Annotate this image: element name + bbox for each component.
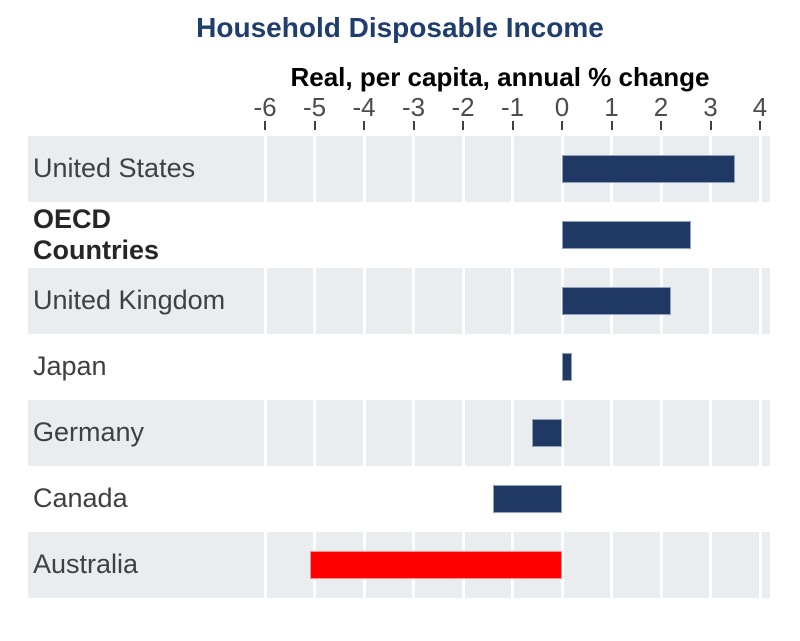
gridline (758, 400, 762, 466)
chart-row: United States (0, 136, 800, 202)
gridline (362, 400, 366, 466)
chart-subtitle: Real, per capita, annual % change (290, 62, 710, 92)
row-band (28, 400, 770, 466)
x-tick-mark (412, 121, 415, 130)
x-tick-mark (363, 121, 365, 130)
gridline (659, 400, 663, 466)
x-tick-mark (610, 121, 613, 130)
gridline (461, 400, 465, 466)
category-label: United States (33, 153, 196, 184)
gridline (709, 268, 712, 334)
x-tick-label: 4 (752, 92, 768, 122)
gridline (511, 136, 514, 202)
x-tick-mark (561, 121, 563, 130)
gridline (412, 400, 415, 466)
x-tick-label: -6 (253, 92, 277, 122)
x-tick-mark (264, 121, 266, 130)
gridline (511, 400, 514, 466)
x-tick-label: -1 (500, 92, 525, 122)
gridline (412, 136, 415, 202)
gridline (758, 532, 762, 598)
chart-row: Japan (0, 334, 800, 400)
gridline (659, 532, 663, 598)
gridline (560, 532, 564, 598)
gridline (709, 532, 712, 598)
bar (532, 419, 562, 447)
gridline (461, 268, 465, 334)
gridline (610, 400, 613, 466)
gridline (709, 400, 712, 466)
x-tick-label: -2 (451, 92, 475, 122)
category-label: OECD Countries (33, 203, 160, 265)
gridline (313, 400, 316, 466)
category-label: Canada (33, 483, 128, 514)
x-tick-mark (660, 121, 662, 130)
bar (309, 551, 562, 579)
x-tick-mark (313, 121, 316, 130)
gridline (362, 136, 366, 202)
bar (562, 155, 736, 183)
bar (562, 287, 671, 315)
category-label: Japan (33, 351, 107, 382)
x-tick-label: -4 (352, 92, 376, 122)
category-label: Germany (33, 417, 145, 448)
gridline (263, 400, 267, 466)
category-label: United Kingdom (33, 285, 226, 316)
x-tick-label: 0 (554, 92, 570, 122)
x-tick-label: -3 (401, 92, 426, 122)
gridline (610, 532, 613, 598)
bar (562, 353, 572, 381)
chart-row: Germany (0, 400, 800, 466)
bar (492, 485, 562, 513)
gridline (461, 136, 465, 202)
x-tick-label: -5 (302, 92, 327, 122)
gridline (511, 268, 514, 334)
chart-row: Canada (0, 466, 800, 532)
x-tick-label: 3 (703, 92, 718, 122)
chart-row: OECD Countries (0, 202, 800, 268)
gridline (362, 268, 366, 334)
chart-row: Australia (0, 532, 800, 598)
x-tick-mark (462, 121, 464, 130)
x-tick-label: 2 (653, 92, 669, 122)
bar (562, 221, 691, 249)
gridline (560, 400, 564, 466)
gridline (263, 136, 267, 202)
x-tick-mark (759, 121, 761, 130)
chart-row: United Kingdom (0, 268, 800, 334)
category-label: Australia (33, 549, 139, 580)
gridline (313, 136, 316, 202)
gridline (758, 268, 762, 334)
x-tick-mark (709, 121, 712, 130)
gridline (313, 268, 316, 334)
gridline (412, 268, 415, 334)
x-tick-label: 1 (604, 92, 619, 122)
gridline (758, 136, 762, 202)
gridline (263, 268, 267, 334)
gridline (263, 532, 267, 598)
chart-title: Household Disposable Income (196, 12, 604, 43)
x-tick-mark (511, 121, 514, 130)
